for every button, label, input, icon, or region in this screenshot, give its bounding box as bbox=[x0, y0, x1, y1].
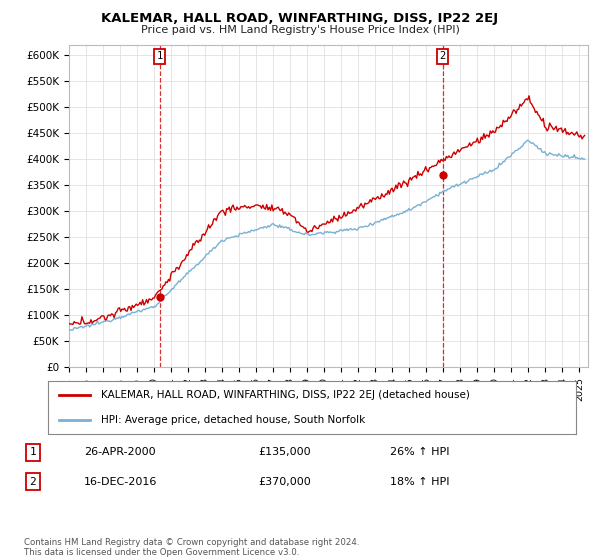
Text: 18% ↑ HPI: 18% ↑ HPI bbox=[390, 477, 449, 487]
Text: £135,000: £135,000 bbox=[258, 447, 311, 457]
Text: £370,000: £370,000 bbox=[258, 477, 311, 487]
Text: 2: 2 bbox=[440, 51, 446, 61]
Text: KALEMAR, HALL ROAD, WINFARTHING, DISS, IP22 2EJ: KALEMAR, HALL ROAD, WINFARTHING, DISS, I… bbox=[101, 12, 499, 25]
Text: 1: 1 bbox=[157, 51, 163, 61]
Text: KALEMAR, HALL ROAD, WINFARTHING, DISS, IP22 2EJ (detached house): KALEMAR, HALL ROAD, WINFARTHING, DISS, I… bbox=[101, 390, 470, 400]
Text: Contains HM Land Registry data © Crown copyright and database right 2024.
This d: Contains HM Land Registry data © Crown c… bbox=[24, 538, 359, 557]
Text: 26-APR-2000: 26-APR-2000 bbox=[84, 447, 155, 457]
Text: 2: 2 bbox=[29, 477, 37, 487]
Text: Price paid vs. HM Land Registry's House Price Index (HPI): Price paid vs. HM Land Registry's House … bbox=[140, 25, 460, 35]
Text: 26% ↑ HPI: 26% ↑ HPI bbox=[390, 447, 449, 457]
Text: 1: 1 bbox=[29, 447, 37, 457]
Text: 16-DEC-2016: 16-DEC-2016 bbox=[84, 477, 157, 487]
Text: HPI: Average price, detached house, South Norfolk: HPI: Average price, detached house, Sout… bbox=[101, 414, 365, 424]
